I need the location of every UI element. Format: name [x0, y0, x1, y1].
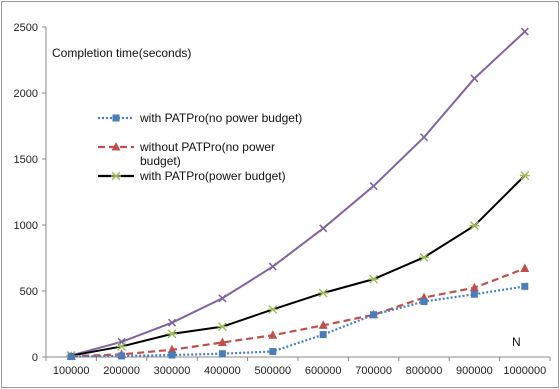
data-point — [370, 311, 378, 319]
x-axis-ticks: 100000 200000 300000 400000 500000 600000 7000… — [45, 357, 551, 377]
data-point — [469, 221, 480, 231]
data-point — [420, 298, 428, 306]
legend-label: without PATPro(no power — [139, 140, 275, 154]
legend: with PATPro(no power budget) without PATP… — [98, 111, 302, 183]
x-tick-label: 600000 — [305, 365, 342, 377]
data-point — [218, 294, 227, 303]
legend-label: budget) — [140, 154, 181, 168]
legend-item: with PATPro(no power budget) — [98, 111, 302, 125]
data-point — [218, 350, 226, 358]
y-axis-annotation: Completion time(seconds) — [52, 46, 191, 60]
data-point — [167, 318, 177, 327]
data-point — [318, 288, 329, 298]
series-line — [71, 285, 525, 358]
data-point — [167, 344, 177, 354]
data-point — [267, 304, 278, 314]
data-point — [419, 133, 429, 142]
x-tick-label: 900000 — [456, 365, 493, 377]
x-axis-annotation: N — [512, 335, 521, 349]
data-point — [521, 282, 529, 290]
data-point — [319, 331, 327, 339]
data-point — [319, 224, 328, 233]
data-point — [520, 263, 530, 273]
data-point — [118, 352, 126, 360]
x-tick-label: 300000 — [154, 365, 191, 377]
data-point — [116, 341, 127, 351]
legend-item: with PATPro(power budget) — [98, 169, 286, 183]
data-point — [67, 353, 75, 361]
y-tick-label: 2000 — [14, 88, 38, 100]
series-3 — [66, 171, 530, 361]
series-line — [70, 30, 526, 357]
legend-swatch-marker — [111, 142, 121, 151]
data-point — [470, 74, 479, 83]
data-point — [168, 351, 176, 359]
data-point — [217, 322, 228, 332]
x-tick-label: 500000 — [254, 365, 291, 377]
x-tick-label: 1000000 — [503, 365, 546, 377]
data-point — [268, 330, 278, 339]
x-tick-label: 100000 — [53, 365, 90, 377]
y-tick-label: 1000 — [14, 220, 38, 232]
data-point — [369, 181, 378, 191]
series-1 — [67, 282, 529, 361]
x-tick-label: 400000 — [204, 365, 241, 377]
data-point — [269, 347, 277, 355]
data-point — [469, 282, 479, 292]
x-tick-label: 700000 — [355, 365, 392, 377]
data-point — [419, 252, 429, 262]
x-tick-label: 200000 — [103, 365, 140, 377]
data-point — [520, 27, 529, 36]
data-point — [318, 320, 328, 329]
y-tick-label: 2500 — [14, 22, 38, 34]
legend-label: with PATPro(no power budget) — [139, 111, 302, 125]
series-layer — [66, 27, 530, 361]
data-point — [519, 171, 530, 180]
data-point — [167, 329, 177, 339]
legend-swatch-marker — [112, 114, 120, 122]
y-tick-label: 500 — [20, 286, 38, 298]
data-point — [470, 290, 478, 298]
data-point — [268, 262, 277, 271]
legend-swatch-marker — [111, 171, 121, 181]
data-point — [217, 337, 227, 346]
y-axis-ticks: 0 500 1000 1500 2000 2500 — [14, 22, 46, 364]
y-tick-label: 0 — [32, 352, 38, 364]
data-point — [368, 274, 379, 284]
series-line — [71, 174, 526, 357]
y-tick-label: 1500 — [14, 154, 38, 166]
legend-label: with PATPro(power budget) — [139, 169, 286, 183]
x-tick-label: 800000 — [406, 365, 443, 377]
